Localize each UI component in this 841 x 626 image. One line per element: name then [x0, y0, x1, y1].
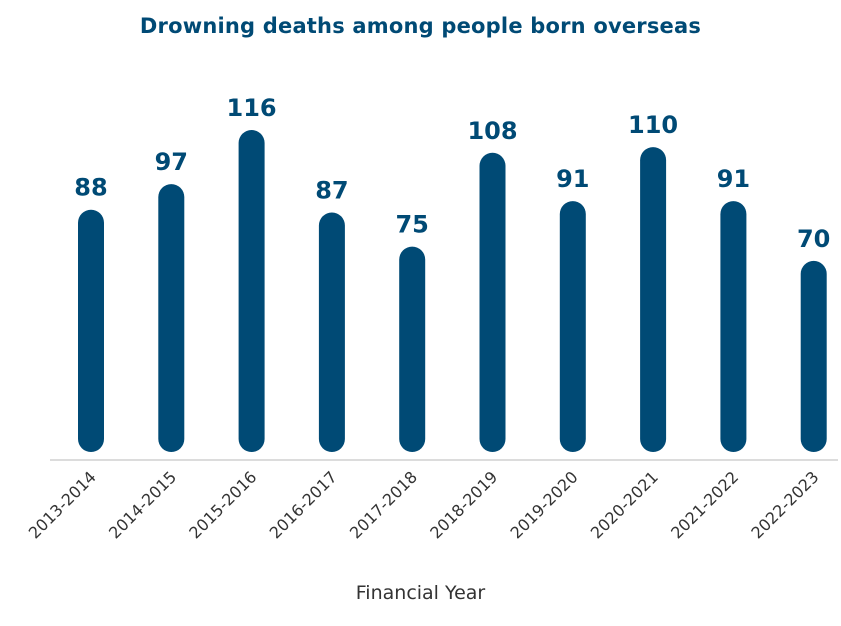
value-label-2013-2014: 88: [74, 174, 107, 202]
value-label-2022-2023: 70: [797, 225, 830, 253]
x-tick-label-2022-2023: 2022-2023: [747, 467, 822, 542]
value-label-2014-2015: 97: [155, 148, 188, 176]
bar-2015-2016: [238, 130, 265, 452]
bar-2022-2023: [800, 260, 827, 452]
chart-title: Drowning deaths among people born overse…: [139, 14, 702, 38]
bar-2014-2015: [158, 184, 185, 452]
x-tick-label-2017-2018: 2017-2018: [346, 467, 421, 542]
x-tick-label-2019-2020: 2019-2020: [507, 467, 582, 542]
bar-2020-2021: [640, 147, 667, 452]
bar-2021-2022: [720, 201, 747, 452]
value-label-2019-2020: 91: [556, 165, 589, 193]
bar-2017-2018: [399, 246, 426, 452]
value-label-2017-2018: 75: [395, 211, 428, 239]
x-tick-label-2016-2017: 2016-2017: [266, 467, 341, 542]
value-label-2015-2016: 116: [227, 94, 277, 122]
value-label-2018-2019: 108: [467, 117, 517, 145]
value-label-2021-2022: 91: [717, 165, 750, 193]
x-tick-label-2021-2022: 2021-2022: [667, 467, 742, 542]
bar-2019-2020: [559, 201, 586, 452]
x-tick-label-2018-2019: 2018-2019: [426, 467, 501, 542]
bar-2016-2017: [318, 212, 345, 452]
x-tick-label-2015-2016: 2015-2016: [185, 467, 260, 542]
value-label-2020-2021: 110: [628, 111, 678, 139]
bar-2018-2019: [479, 152, 506, 453]
value-label-2016-2017: 87: [315, 177, 348, 205]
x-axis-title: Financial Year: [355, 582, 486, 604]
x-tick-label-2013-2014: 2013-2014: [25, 467, 100, 542]
bar-2013-2014: [78, 209, 104, 452]
x-tick-label-2020-2021: 2020-2021: [587, 467, 662, 542]
x-tick-label-2014-2015: 2014-2015: [105, 467, 180, 542]
